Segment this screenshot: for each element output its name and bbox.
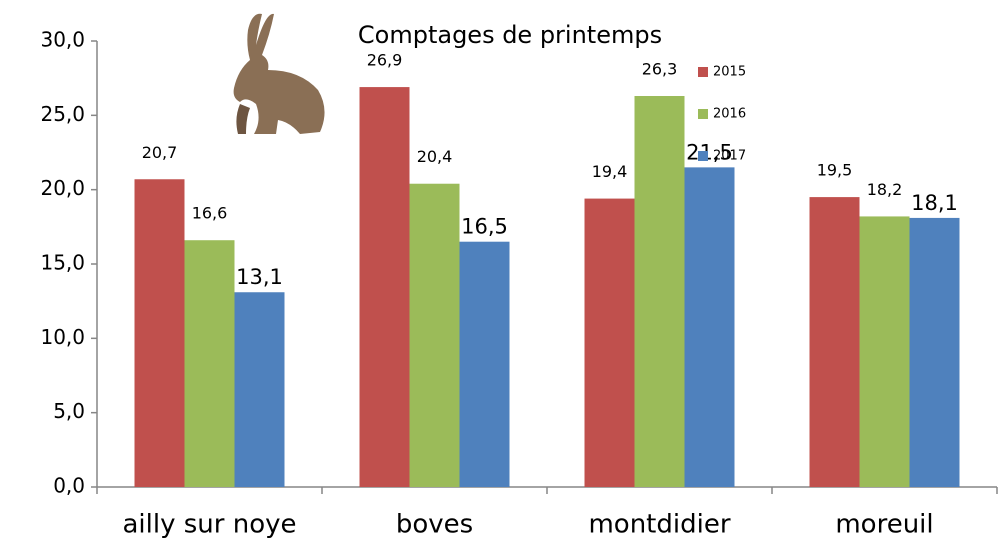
- data-label: 20,4: [417, 147, 453, 166]
- data-label: 26,9: [367, 51, 403, 70]
- legend-label: 2016: [713, 107, 746, 122]
- x-tick-label: ailly sur noye: [122, 510, 296, 540]
- bar: [584, 198, 635, 487]
- data-label: 21,5: [686, 140, 733, 164]
- bar: [134, 179, 185, 487]
- chart-title: Comptages de printemps: [358, 21, 662, 49]
- x-tick-label: moreuil: [835, 510, 933, 540]
- bar: [684, 167, 735, 487]
- x-tick-label: boves: [396, 510, 473, 540]
- y-tick-label: 0,0: [53, 474, 85, 498]
- legend-label: 2017: [713, 149, 746, 164]
- y-tick-label: 30,0: [40, 28, 85, 52]
- legend-swatch: [698, 109, 708, 119]
- x-tick-label: montdidier: [588, 510, 730, 540]
- y-tick-label: 5,0: [53, 399, 85, 423]
- data-label: 26,3: [642, 60, 678, 79]
- data-label: 16,6: [192, 204, 228, 223]
- data-label: 18,1: [911, 191, 958, 215]
- y-tick-label: 15,0: [40, 251, 85, 275]
- bar: [234, 292, 285, 487]
- data-label: 18,2: [867, 180, 903, 199]
- bar: [459, 241, 510, 487]
- data-label: 19,4: [592, 162, 628, 181]
- y-tick-label: 10,0: [40, 325, 85, 349]
- data-label: 16,5: [461, 215, 508, 239]
- bar: [859, 216, 910, 487]
- legend-label: 2015: [713, 65, 746, 80]
- data-label: 13,1: [236, 265, 283, 289]
- data-label: 19,5: [817, 161, 853, 180]
- bar: [184, 240, 235, 487]
- hare-illustration: [233, 13, 325, 134]
- bar: [809, 197, 860, 487]
- y-tick-label: 20,0: [40, 176, 85, 200]
- y-tick-label: 25,0: [40, 102, 85, 126]
- bar: [359, 87, 410, 487]
- legend-swatch: [698, 151, 708, 161]
- bar: [909, 217, 960, 487]
- bar: [634, 96, 685, 488]
- data-label: 20,7: [142, 143, 178, 162]
- bar: [409, 183, 460, 487]
- legend-swatch: [698, 67, 708, 77]
